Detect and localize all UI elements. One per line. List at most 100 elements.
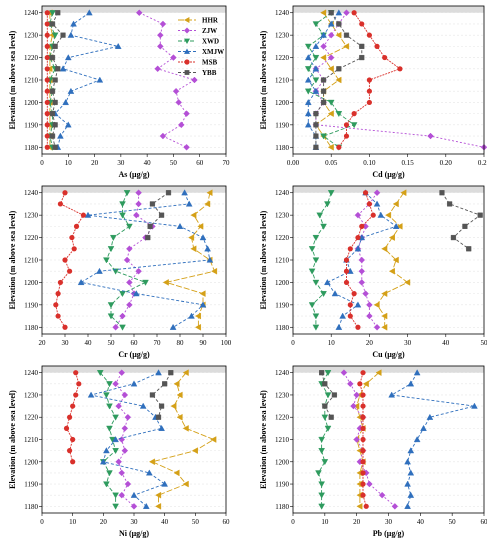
data-point-xmjw <box>407 447 415 454</box>
x-axis-label: Cu (μg/g) <box>372 350 405 359</box>
y-tick-label: 1190 <box>24 301 38 309</box>
data-point-xwd <box>304 88 312 95</box>
data-point-zjw <box>172 87 180 95</box>
x-tick-label: 20 <box>366 339 374 347</box>
data-point-xwd <box>96 370 104 377</box>
data-point-ybb <box>52 99 58 106</box>
data-point-xwd <box>321 414 329 421</box>
data-point-xmjw <box>67 31 75 38</box>
data-point-zjw <box>157 43 164 50</box>
data-point-hhr <box>381 245 388 253</box>
data-point-hhr <box>176 413 183 421</box>
data-point-zjw <box>366 301 373 309</box>
x-tick-label: 10 <box>65 159 73 167</box>
data-point-zjw <box>133 211 140 219</box>
data-point-ybb <box>320 88 327 94</box>
series-line-ybb <box>151 372 172 418</box>
data-point-ybb <box>328 414 334 420</box>
y-tick-label: 1180 <box>24 503 38 511</box>
x-tick-label: 40 <box>442 339 450 347</box>
data-point-msb <box>63 425 70 431</box>
data-point-msb <box>366 88 372 94</box>
data-point-xwd <box>107 302 115 309</box>
data-point-hhr <box>173 469 180 477</box>
data-point-msb <box>374 43 380 49</box>
x-tick-label: 60 <box>131 339 139 347</box>
data-point-xwd <box>312 234 320 241</box>
data-point-zjw <box>373 189 381 197</box>
x-tick-label: 70 <box>223 159 231 167</box>
data-point-xmjw <box>59 65 67 72</box>
data-point-hhr <box>190 211 197 219</box>
data-point-msb <box>67 414 73 420</box>
data-point-xmjw <box>84 211 92 218</box>
data-point-xwd <box>350 122 358 129</box>
data-point-xmjw <box>335 323 343 330</box>
data-point-msb <box>362 190 369 196</box>
data-point-zjw <box>320 43 327 50</box>
data-point-xmjw <box>304 121 312 128</box>
data-point-xmjw <box>132 290 140 297</box>
x-tick-label: 30 <box>117 159 125 167</box>
data-point-ybb <box>462 223 468 229</box>
data-point-ybb <box>159 403 165 409</box>
data-point-ybb <box>49 133 56 139</box>
data-point-ybb <box>52 122 58 128</box>
data-point-hhr <box>335 76 342 84</box>
data-point-xmjw <box>96 76 104 83</box>
x-tick-label: 20 <box>91 159 99 167</box>
data-point-hhr <box>392 200 399 208</box>
data-point-zjw <box>118 491 126 499</box>
data-point-msb <box>70 403 76 409</box>
x-tick-label: 40 <box>144 159 152 167</box>
data-point-zjw <box>126 245 133 253</box>
data-point-xwd <box>312 54 320 61</box>
data-point-msb <box>382 54 388 61</box>
x-tick-label: 30 <box>131 518 139 526</box>
y-axis-label: Elevation (m above sea level) <box>259 390 268 489</box>
data-point-msb <box>67 448 73 454</box>
data-point-xwd <box>112 448 119 455</box>
data-point-hhr <box>388 267 395 275</box>
x-tick-label: 60 <box>196 159 204 167</box>
data-point-xmjw <box>404 502 411 509</box>
data-point-zjw <box>183 110 190 117</box>
data-point-xwd <box>320 133 327 140</box>
x-axis-label: As (μg/g) <box>119 170 150 179</box>
data-point-hhr <box>396 223 403 230</box>
data-point-msb <box>366 77 372 83</box>
data-point-zjw <box>115 458 122 466</box>
data-point-msb <box>360 448 366 454</box>
y-tick-label: 1180 <box>275 324 289 332</box>
x-tick-label: 0.00 <box>287 159 300 167</box>
data-point-xmjw <box>161 480 169 487</box>
data-point-ybb <box>336 21 342 27</box>
data-point-ybb <box>49 111 56 117</box>
data-point-xmjw <box>331 290 339 297</box>
data-point-msb <box>366 99 372 106</box>
data-point-hhr <box>381 290 388 297</box>
data-point-zjw <box>135 200 142 208</box>
data-point-ybb <box>147 223 153 229</box>
data-point-xmjw <box>103 447 110 454</box>
data-point-xwd <box>324 370 332 377</box>
data-point-xmjw <box>388 391 396 398</box>
x-tick-label: 40 <box>161 518 169 526</box>
data-point-xmjw <box>130 380 138 387</box>
data-point-msb <box>343 268 350 274</box>
x-axis-label: Pb (μg/g) <box>373 529 405 538</box>
data-point-zjw <box>157 31 164 39</box>
data-point-hhr <box>362 380 369 388</box>
data-point-xmjw <box>404 458 411 465</box>
data-point-xwd <box>107 313 115 320</box>
data-point-ybb <box>155 414 162 420</box>
legend-marker <box>184 27 190 34</box>
legend-label: MSB <box>202 59 218 67</box>
x-tick-label: 0 <box>291 339 295 347</box>
y-tick-label: 1210 <box>275 436 290 444</box>
data-point-ybb <box>313 144 319 150</box>
data-point-msb <box>71 246 77 252</box>
data-point-xwd <box>327 190 335 197</box>
x-tick-label: 10 <box>69 518 77 526</box>
data-point-ybb <box>320 99 327 106</box>
